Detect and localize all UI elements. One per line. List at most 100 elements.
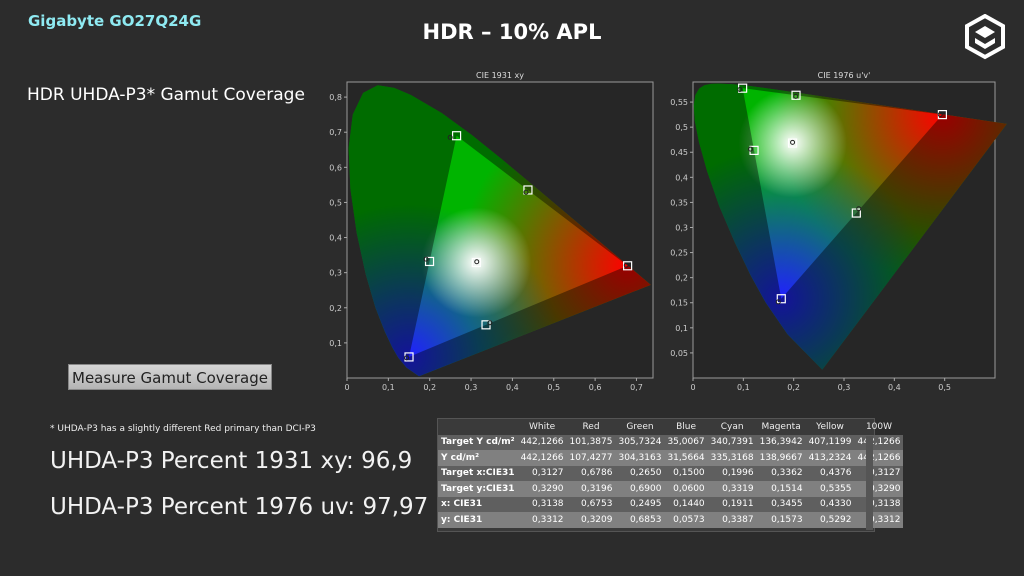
brand: Gigabyte GO27Q24G — [28, 12, 202, 30]
measure-button[interactable]: Measure Gamut Coverage — [68, 364, 272, 390]
cell: 0,3319 — [707, 481, 757, 497]
cell: 0,1996 — [707, 465, 757, 481]
cell: 442,1266 — [517, 434, 567, 450]
cell: 304,3163 — [615, 450, 665, 466]
cell: 0,3362 — [756, 465, 806, 481]
x-tick-label: 0,6 — [589, 383, 602, 392]
y-tick-label: 0,7 — [329, 128, 342, 137]
x-tick-label: 0,1 — [382, 383, 395, 392]
target-marker — [523, 185, 533, 195]
y-tick-label: 0,25 — [670, 249, 688, 258]
cell: 0,2495 — [615, 496, 665, 512]
column-header: White — [528, 421, 556, 432]
measured-point — [423, 256, 429, 262]
row-label: Target y:CIE31 — [438, 481, 518, 497]
measured-point — [447, 134, 453, 140]
column-header: Blue — [676, 421, 696, 432]
cell: 407,1199 — [805, 434, 855, 450]
measured-point — [937, 112, 943, 118]
y-tick-label: 0,2 — [675, 274, 688, 283]
x-tick-label: 0 — [690, 383, 695, 392]
x-tick-label: 0,5 — [547, 383, 560, 392]
locus-tint — [693, 83, 1007, 370]
plot-title: CIE 1931 xy — [476, 71, 524, 80]
cell: 442,1266 — [854, 434, 904, 450]
cell: 0,1911 — [707, 496, 757, 512]
target-marker — [623, 261, 633, 271]
y-tick-label: 0,1 — [329, 339, 342, 348]
measured-point — [404, 355, 410, 361]
cell: 0,0600 — [664, 481, 708, 497]
cell: 0,6853 — [615, 512, 665, 528]
table-row: x: CIE31 0,3138 0,6753 0,2495 0,1440 0,1911 0,… — [438, 496, 904, 512]
cell: 0,3138 — [854, 496, 904, 512]
x-tick-label: 0,1 — [737, 383, 750, 392]
row-label: x: CIE31 — [438, 496, 518, 512]
x-tick-label: 0 — [344, 383, 349, 392]
cell: 335,3168 — [707, 450, 757, 466]
scrollbar[interactable] — [866, 436, 873, 530]
y-tick-label: 0,05 — [670, 349, 688, 358]
y-tick-label: 0,6 — [329, 163, 342, 172]
y-tick-label: 0,4 — [329, 234, 342, 243]
measured-point — [487, 320, 493, 326]
result-1931: UHDA-P3 Percent 1931 xy: 96,9 — [50, 448, 413, 474]
measured-point — [737, 86, 743, 92]
measured-point — [623, 262, 629, 268]
cell: 0,5355 — [805, 481, 855, 497]
y-tick-label: 0,5 — [329, 198, 342, 207]
y-tick-label: 0,8 — [329, 93, 342, 102]
cell: 138,9667 — [756, 450, 806, 466]
cell: 0,3196 — [566, 481, 616, 497]
measured-point — [790, 139, 796, 145]
table-row: Target y:CIE31 0,3290 0,3196 0,6900 0,0600 0,… — [438, 481, 904, 497]
cell: 0,3455 — [756, 496, 806, 512]
cell: 0,3312 — [854, 512, 904, 528]
plot-title: CIE 1976 u'v' — [818, 71, 871, 80]
cell: 413,2324 — [805, 450, 855, 466]
table-row: Y cd/m² 442,1266 107,4277 304,3163 31,5664 33… — [438, 450, 904, 466]
cell: 0,1500 — [664, 465, 708, 481]
measured-point — [775, 299, 781, 305]
x-tick-label: 0,2 — [787, 383, 800, 392]
table-row: y: CIE31 0,3312 0,3209 0,6853 0,0573 0,3387 0,… — [438, 512, 904, 528]
y-tick-label: 0,15 — [670, 299, 688, 308]
cell: 0,5292 — [805, 512, 855, 528]
measured-point — [856, 206, 862, 212]
x-tick-label: 0,3 — [838, 383, 851, 392]
cell: 0,3127 — [854, 465, 904, 481]
target-marker — [787, 138, 798, 148]
row-label: Target x:CIE31 — [438, 465, 518, 481]
locus-tint — [348, 85, 651, 377]
target-marker — [451, 131, 462, 141]
table-row: Target x:CIE31 0,3127 0,6786 0,2650 0,1500 0,… — [438, 465, 904, 481]
cell: 0,3290 — [854, 481, 904, 497]
y-tick-label: 0,3 — [675, 223, 688, 232]
logo — [965, 14, 1005, 60]
section-title: HDR UHDA-P3* Gamut Coverage — [27, 85, 305, 105]
measured-point — [793, 93, 799, 99]
result-1976: UHDA-P3 Percent 1976 uv: 97,97 — [50, 494, 429, 520]
x-tick-label: 0,7 — [630, 383, 643, 392]
y-tick-label: 0,55 — [670, 98, 688, 107]
y-tick-label: 0,2 — [329, 304, 342, 313]
cell: 0,1514 — [756, 481, 806, 497]
x-tick-label: 0,5 — [938, 383, 951, 392]
cell: 0,3290 — [517, 481, 567, 497]
out-of-gamut-shade — [348, 85, 651, 377]
cell: 0,6900 — [615, 481, 665, 497]
cell: 0,3387 — [707, 512, 757, 528]
column-header: Yellow — [816, 421, 844, 432]
column-header: Red — [582, 421, 600, 432]
cell: 442,1266 — [854, 450, 904, 466]
column-header: 100W — [865, 421, 893, 432]
cell: 0,4376 — [805, 465, 855, 481]
column-header: Green — [626, 421, 654, 432]
cell: 0,2650 — [615, 465, 665, 481]
cell: 35,0067 — [664, 434, 708, 450]
corner — [438, 419, 518, 435]
plots: CIE 1931 xy 0 0,1 0,2 0,3 0,4 0,5 0,6 0,7 0,1 0,2 0… — [329, 71, 1007, 392]
column-header: Magenta — [761, 421, 801, 432]
row-label: Y cd/m² — [438, 450, 518, 466]
